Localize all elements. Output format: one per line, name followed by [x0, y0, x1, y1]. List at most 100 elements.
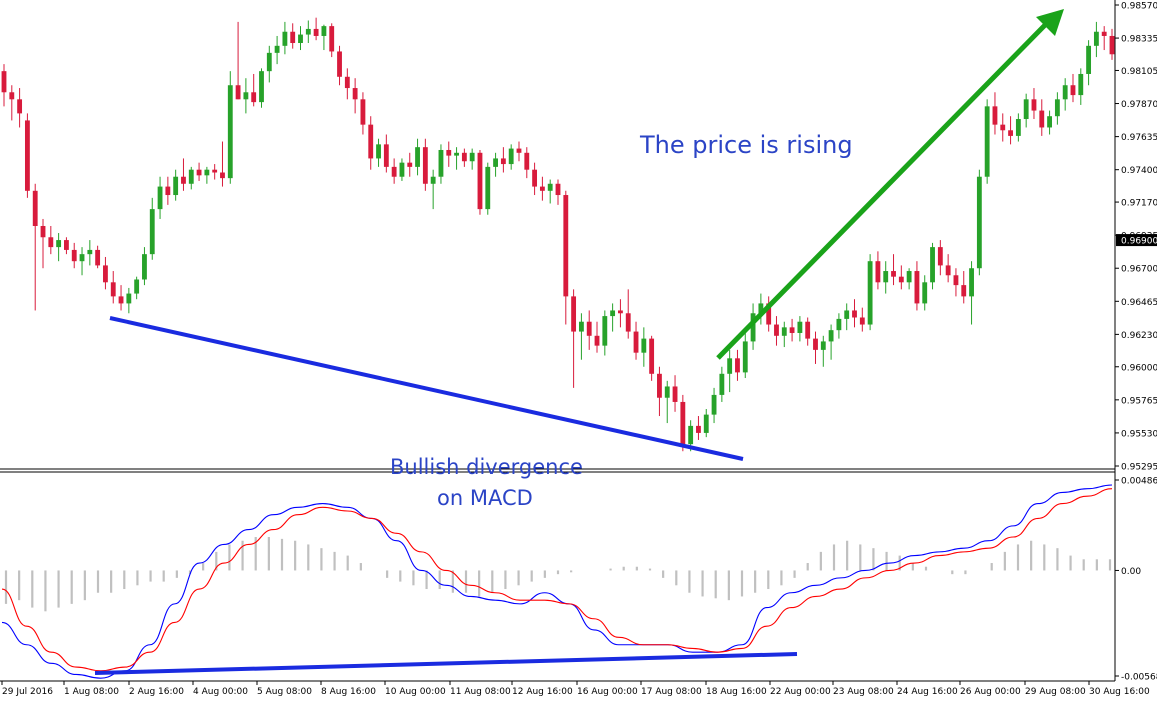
bull-candle [1078, 73, 1084, 96]
bear-candle [344, 76, 350, 89]
bear-candle [24, 120, 30, 191]
time-tick-label: 4 Aug 00:00 [193, 687, 248, 697]
bull-candle [1093, 31, 1099, 46]
time-tick-label: 29 Aug 08:00 [1025, 687, 1086, 697]
price-tick-label: 0.95765 [1121, 396, 1157, 406]
bear-candle [110, 282, 116, 297]
bear-candle [633, 331, 639, 353]
bear-candle [196, 169, 202, 176]
time-tick-label: 10 Aug 00:00 [385, 687, 446, 697]
bull-candle [149, 209, 155, 255]
bull-candle [703, 414, 709, 433]
price-tick-label: 0.96230 [1121, 331, 1157, 341]
bear-candle [953, 275, 959, 286]
bear-candle [789, 327, 795, 333]
bear-candle [1070, 85, 1076, 96]
bull-candle [508, 148, 514, 165]
time-tick-label: 22 Aug 00:00 [770, 687, 831, 697]
bear-candle [875, 261, 881, 283]
bear-candle [352, 88, 358, 100]
bear-candle [563, 195, 569, 297]
bear-candle [40, 225, 46, 238]
price-tick-label: 0.97870 [1121, 100, 1157, 110]
bull-candle [828, 330, 834, 342]
price-tick-label: 0.96700 [1121, 265, 1157, 275]
price-tick-label: 0.95530 [1121, 429, 1157, 439]
price-lower-trendline [109, 316, 744, 461]
bull-candle [266, 52, 272, 72]
time-tick-label: 18 Aug 16:00 [706, 687, 767, 697]
macd-histogram [4, 537, 1112, 612]
macd-tick-label: -0.005682 [1121, 673, 1157, 683]
bull-candle [134, 279, 140, 294]
bear-candle [1109, 35, 1115, 55]
bear-candle [1101, 31, 1107, 36]
divergence-label-line1: Bullish divergence [390, 455, 583, 479]
price-tick-label: 0.95295 [1121, 463, 1157, 473]
bear-candle [95, 249, 101, 266]
time-tick-label: 2 Aug 16:00 [129, 687, 184, 697]
bear-candle [657, 373, 662, 398]
divergence-label-line2: on MACD [437, 486, 533, 510]
bull-candle [274, 45, 280, 53]
price-tick-label: 0.98105 [1121, 67, 1157, 77]
bull-candle [578, 321, 584, 332]
bear-candle [313, 28, 319, 36]
bull-candle [922, 282, 928, 304]
bear-candle [71, 249, 77, 262]
bear-candle [914, 271, 920, 304]
bear-candle [103, 265, 108, 283]
bear-candle [1, 71, 7, 93]
bull-candle [454, 152, 459, 156]
bull-candle [87, 249, 93, 255]
bull-candle [415, 147, 420, 167]
bull-candle [282, 31, 288, 46]
bear-candle [555, 183, 561, 196]
bear-candle [961, 285, 967, 297]
bear-candle [220, 172, 225, 179]
bull-candle [836, 318, 842, 331]
bull-candle [438, 149, 444, 177]
bear-candle [696, 425, 701, 433]
bull-candle [867, 261, 873, 325]
time-tick-label: 16 Aug 00:00 [577, 687, 638, 697]
bear-candle [1039, 110, 1045, 128]
bull-candle [173, 176, 179, 196]
bear-candle [422, 147, 428, 184]
bear-candle [649, 338, 655, 374]
bull-candle [126, 293, 132, 304]
macd-signal-line [1, 488, 1113, 672]
bear-candle [774, 324, 779, 336]
bull-candle [820, 341, 826, 350]
bull-candle [984, 106, 990, 177]
bear-candle [898, 276, 904, 283]
bull-candle [493, 158, 498, 167]
price-tick-label: 0.97635 [1121, 133, 1157, 143]
bull-candle [664, 386, 670, 398]
bull-candle [688, 425, 694, 445]
bear-candle [212, 169, 218, 173]
macd-tick-label: 0.00 [1121, 567, 1141, 577]
bear-candle [17, 99, 23, 114]
price-rising-arrow-head [1036, 9, 1064, 36]
bear-candle [735, 358, 740, 373]
bear-candle [48, 237, 54, 248]
bear-candle [118, 296, 124, 304]
macd-rising-trendline [94, 652, 798, 675]
macd-lines [1, 484, 1113, 679]
bear-candle [859, 317, 865, 325]
bull-candle [641, 338, 647, 353]
bull-candle [298, 34, 303, 44]
bull-candle [142, 254, 147, 280]
bull-candle [430, 176, 436, 184]
price-tick-label: 0.96000 [1121, 363, 1157, 373]
current-price-tag [1116, 234, 1157, 247]
time-tick-label: 29 Jul 2016 [2, 687, 53, 697]
bear-candle [383, 144, 389, 167]
time-tick-label: 12 Aug 16:00 [512, 687, 573, 697]
bull-candle [547, 183, 553, 191]
time-tick-label: 5 Aug 08:00 [257, 687, 312, 697]
bear-candle [680, 401, 686, 445]
bear-candle [360, 99, 366, 125]
